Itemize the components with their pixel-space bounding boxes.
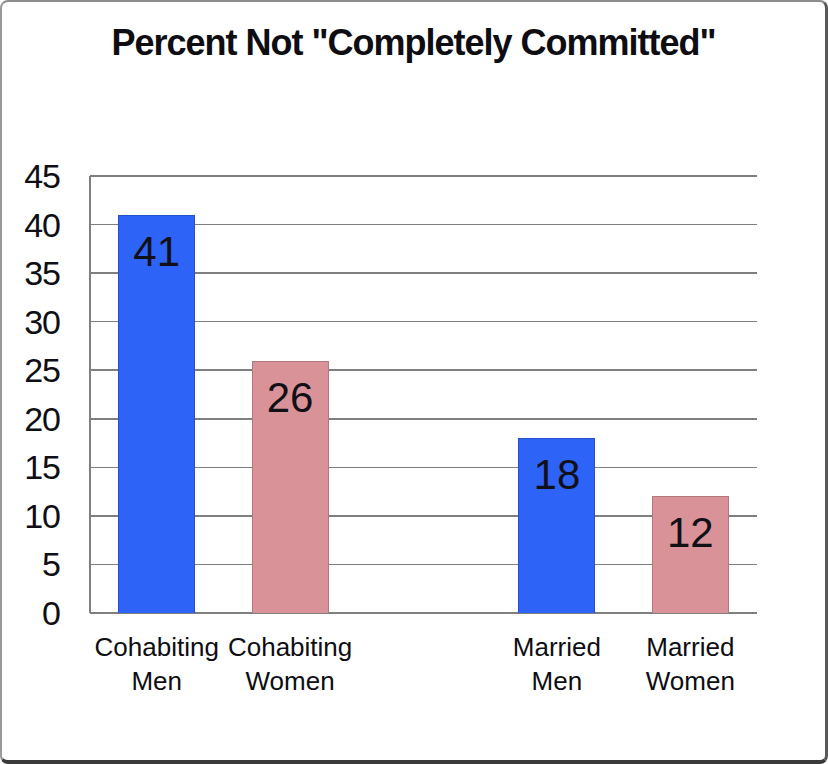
y-tick-label-35: 35 [2,256,60,290]
category-label-line2: Women [220,664,360,698]
category-label-3: MarriedWomen [620,630,760,698]
y-tick-label-30: 30 [2,305,60,339]
category-label-1: CohabitingWomen [220,630,360,698]
y-tick-label-45: 45 [2,159,60,193]
category-label-2: MarriedMen [487,630,627,698]
y-tick-label-0: 0 [2,596,60,630]
y-tick-label-40: 40 [2,208,60,242]
y-tick-label-15: 15 [2,450,60,484]
chart-frame: Percent Not "Completely Committed" 0 5 10 1… [0,0,828,764]
bar-value-label-2: 18 [497,454,617,496]
gridline-45 [90,175,757,177]
y-tick-label-10: 10 [2,499,60,533]
category-label-line2: Women [620,664,760,698]
bar-value-label-0: 41 [97,231,217,273]
y-tick-label-20: 20 [2,402,60,436]
category-label-line2: Men [487,664,627,698]
category-label-0: CohabitingMen [87,630,227,698]
category-label-line1: Cohabiting [220,630,360,664]
bar-value-label-1: 26 [230,377,350,419]
category-label-line2: Men [87,664,227,698]
y-axis-line [89,176,91,613]
category-label-line1: Married [620,630,760,664]
chart-title: Percent Not "Completely Committed" [2,22,825,64]
bar-value-label-3: 12 [630,512,750,554]
y-tick-label-5: 5 [2,547,60,581]
category-label-line1: Cohabiting [87,630,227,664]
y-tick-label-25: 25 [2,353,60,387]
category-label-line1: Married [487,630,627,664]
